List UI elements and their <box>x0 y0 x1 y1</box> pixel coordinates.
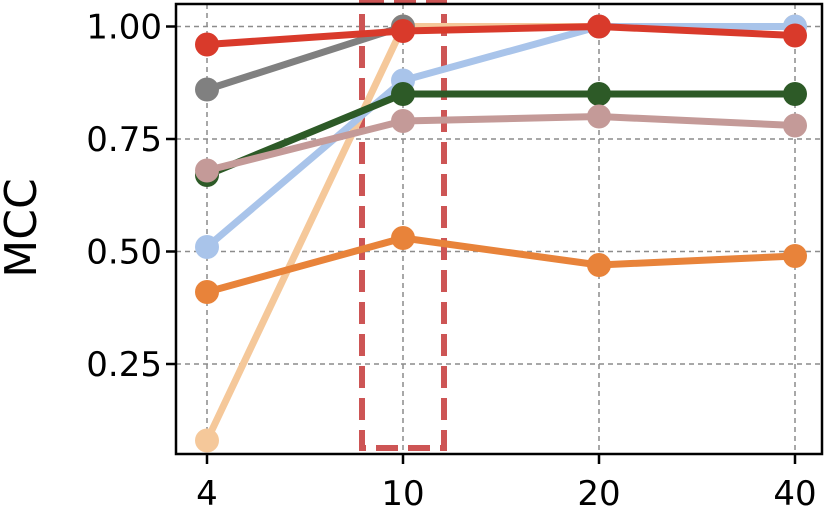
data-point <box>195 77 219 102</box>
highlight-rect <box>359 0 447 451</box>
y-tick-label: 0.25 <box>86 345 162 385</box>
y-axis-ticks: 0.25 0.50 0.75 1.00 <box>86 8 176 385</box>
x-tick-label: 40 <box>773 474 816 510</box>
data-point <box>195 32 219 57</box>
series-4 <box>195 104 807 183</box>
data-point <box>783 23 807 48</box>
data-point <box>391 109 415 133</box>
plot-frame <box>174 2 824 456</box>
series-line <box>203 234 799 296</box>
x-axis-ticks: 4 10 20 40 <box>196 454 817 510</box>
data-point <box>391 226 415 250</box>
data-point <box>195 280 219 304</box>
data-point <box>587 14 611 39</box>
data-point <box>391 19 415 43</box>
series-line <box>203 23 799 48</box>
y-tick-label: 0.50 <box>86 233 162 273</box>
series-3 <box>195 82 807 187</box>
x-tick-label: 20 <box>577 474 620 510</box>
data-point <box>195 235 219 259</box>
data-point <box>195 158 219 183</box>
series-line <box>203 23 407 93</box>
series-6 <box>195 14 807 57</box>
data-point <box>587 82 611 106</box>
x-tick-label: 4 <box>196 474 218 510</box>
data-point <box>195 428 219 453</box>
data-point <box>391 82 415 106</box>
series-2 <box>195 14 807 259</box>
y-axis-label: MCC <box>0 178 47 277</box>
data-point <box>783 244 807 268</box>
series-5 <box>195 14 415 102</box>
highlight-box <box>359 0 447 451</box>
data-point <box>783 113 807 138</box>
x-tick-label: 10 <box>381 474 424 510</box>
series-line <box>203 23 799 444</box>
series-0 <box>195 14 807 453</box>
data-point <box>587 253 611 277</box>
y-tick-label: 0.75 <box>86 120 162 160</box>
data-point <box>587 104 611 129</box>
series-line <box>203 113 799 174</box>
data-point <box>783 82 807 106</box>
series-1 <box>195 226 807 304</box>
series-layer <box>195 14 807 453</box>
series-line <box>203 23 799 251</box>
y-tick-label: 1.00 <box>86 8 162 48</box>
series-line <box>203 90 799 179</box>
